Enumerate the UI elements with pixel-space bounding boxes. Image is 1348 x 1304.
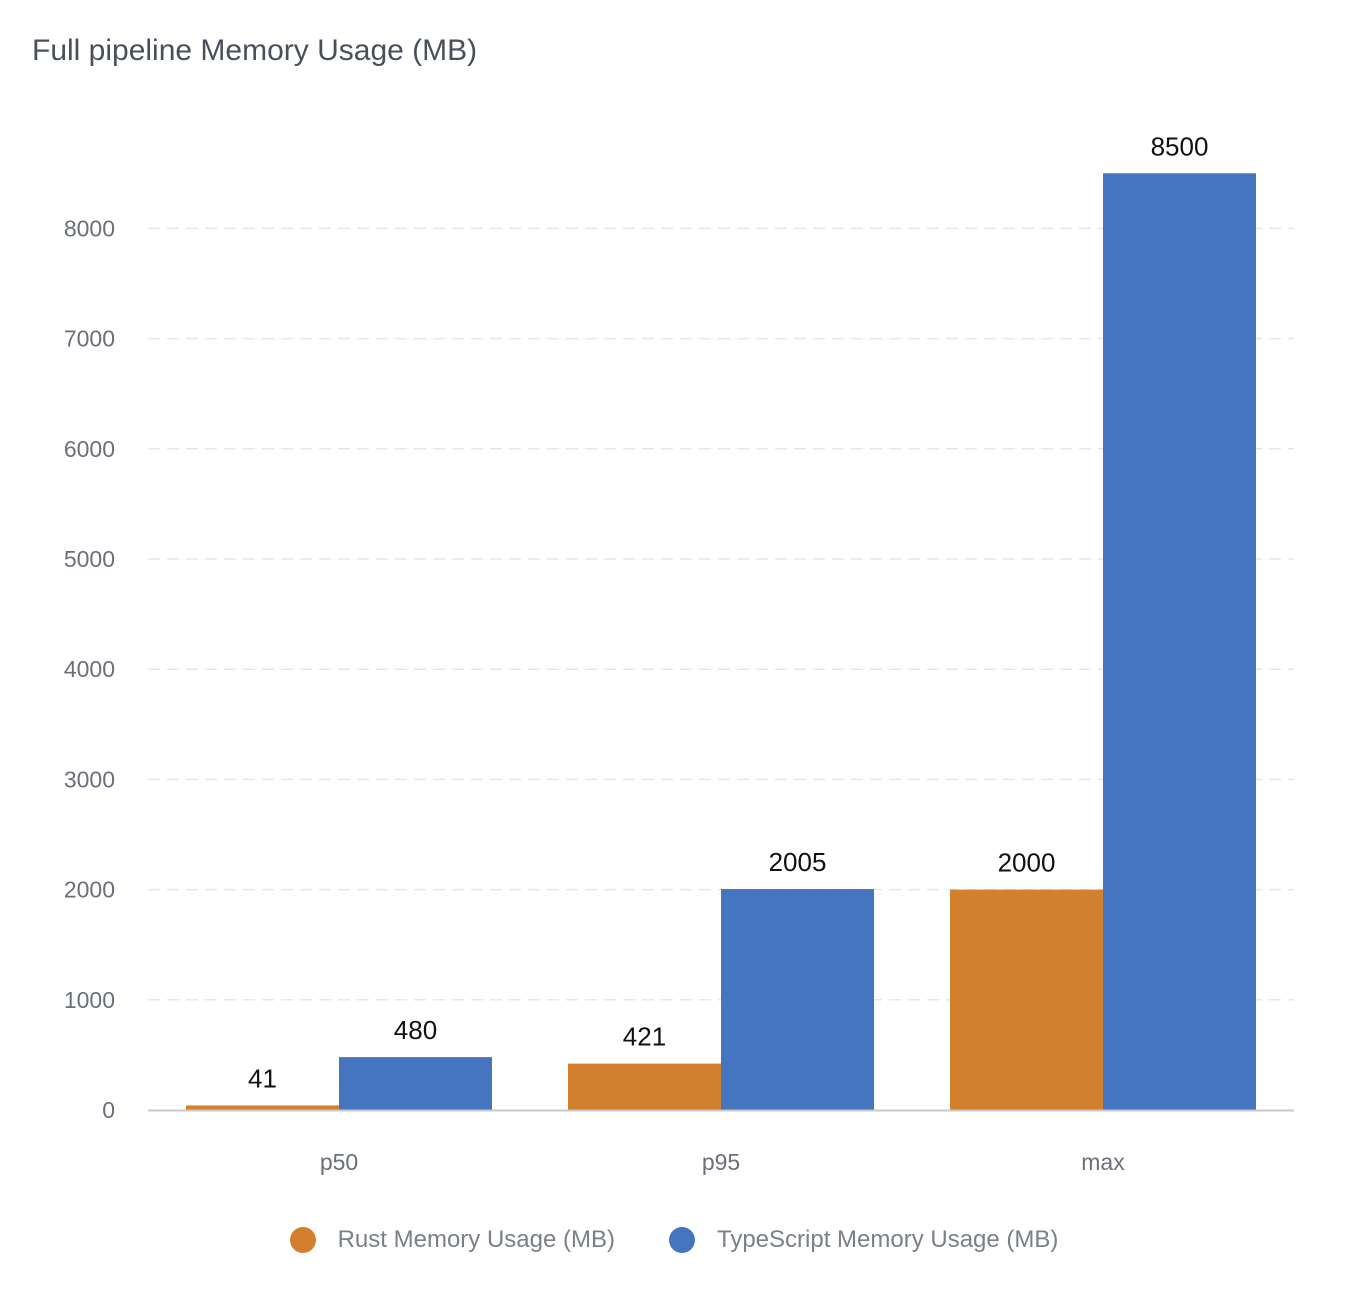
y-tick-label: 7000 <box>64 326 115 352</box>
data-label: 2000 <box>998 848 1056 878</box>
data-label: 41 <box>248 1063 277 1093</box>
legend-item-series-1[interactable]: TypeScript Memory Usage (MB) <box>668 1226 1059 1254</box>
legend: Rust Memory Usage (MB) TypeScript Memory … <box>0 1220 1348 1260</box>
y-axis-ticks: 0 1000 2000 3000 4000 5000 6000 7000 8000 <box>64 215 115 1123</box>
legend-label: Rust Memory Usage (MB) <box>337 1226 615 1253</box>
x-tick-label: p95 <box>702 1149 740 1175</box>
data-labels: 41 480 421 2005 2000 8500 <box>248 131 1208 1093</box>
y-tick-label: 8000 <box>64 215 115 241</box>
bar-max-series-1 <box>1103 173 1256 1111</box>
y-tick-label: 4000 <box>64 656 115 682</box>
x-axis: p50 p95 max <box>148 1109 1294 1175</box>
bars <box>186 173 1256 1111</box>
y-tick-label: 6000 <box>64 436 115 462</box>
data-label: 8500 <box>1151 131 1209 161</box>
y-tick-label: 0 <box>102 1097 115 1123</box>
legend-dot-icon <box>668 1227 695 1253</box>
x-tick-label: p50 <box>320 1149 358 1175</box>
data-label: 480 <box>394 1015 437 1045</box>
bar-p50-series-0 <box>186 1105 339 1110</box>
bar-max-series-0 <box>950 889 1103 1110</box>
data-label: 421 <box>623 1022 666 1052</box>
legend-item-series-0[interactable]: Rust Memory Usage (MB) <box>289 1226 615 1254</box>
y-tick-label: 2000 <box>64 877 115 903</box>
bar-p95-series-1 <box>721 889 874 1110</box>
bar-p95-series-0 <box>568 1063 721 1110</box>
legend-label: TypeScript Memory Usage (MB) <box>716 1226 1059 1253</box>
legend-dot-icon <box>289 1227 316 1253</box>
y-tick-label: 5000 <box>64 546 115 572</box>
x-tick-label: max <box>1081 1149 1125 1175</box>
y-tick-label: 1000 <box>64 987 115 1013</box>
bar-p50-series-1 <box>339 1057 492 1110</box>
y-tick-label: 3000 <box>64 766 115 792</box>
chart-title: Full pipeline Memory Usage (MB) <box>32 34 478 67</box>
data-label: 2005 <box>769 847 827 877</box>
